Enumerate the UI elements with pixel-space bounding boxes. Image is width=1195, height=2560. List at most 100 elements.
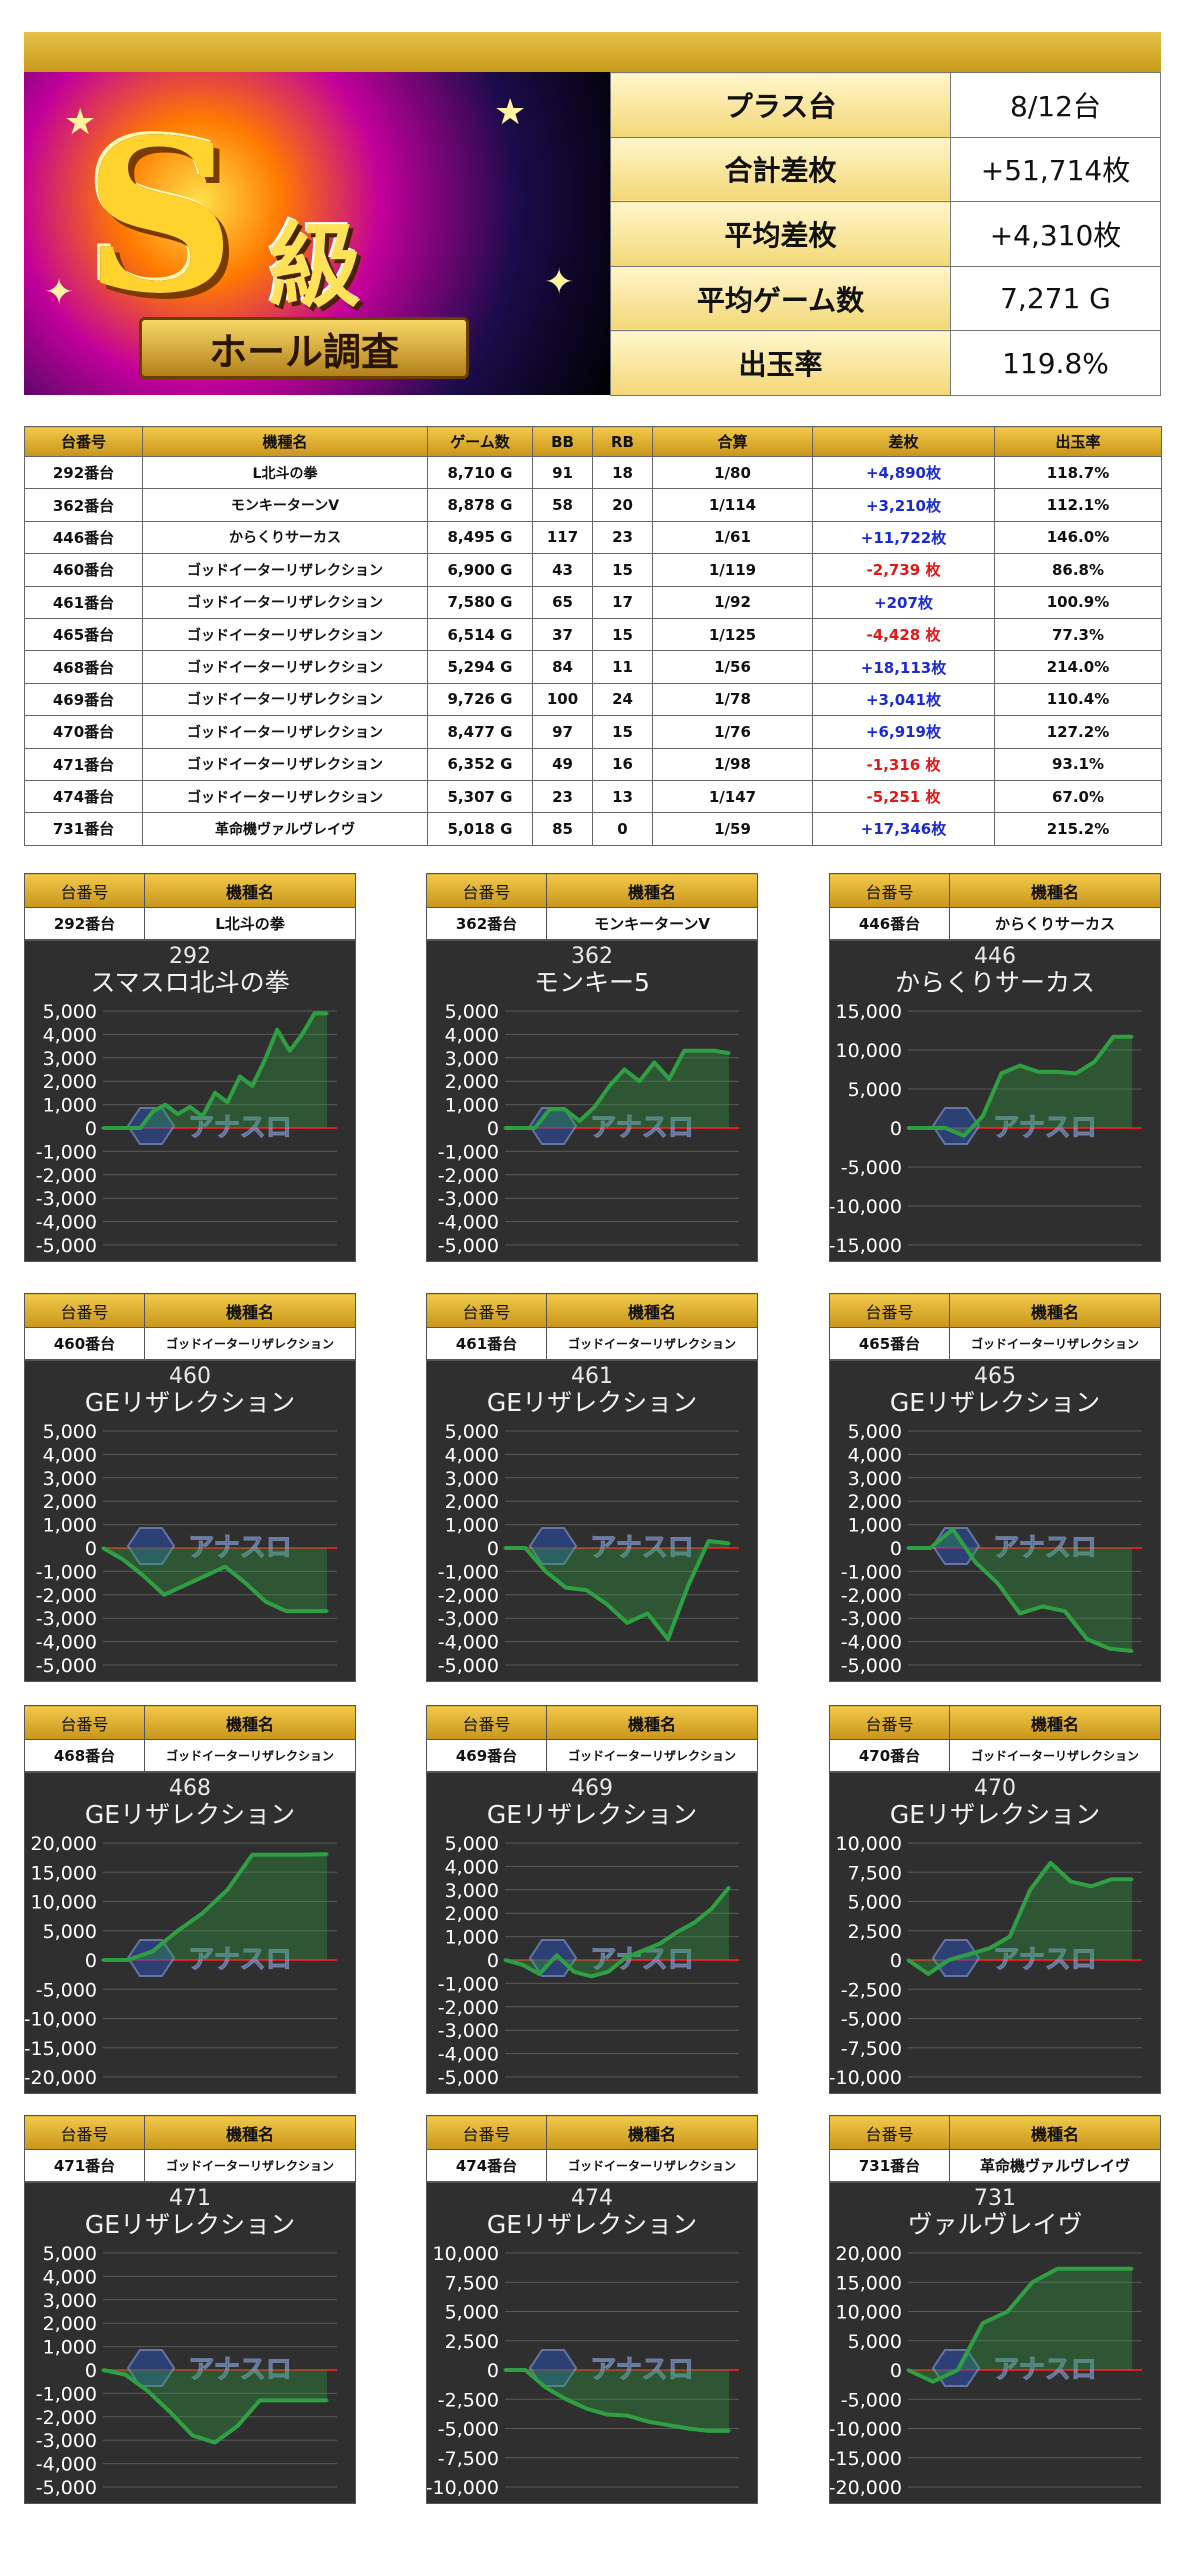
series-area — [908, 2268, 1132, 2382]
data-point — [624, 1956, 628, 1960]
data-point — [1089, 1884, 1093, 1888]
machine-chart-card: 台番号 機種名 468番台 ゴッドイーターリザレクション 468 GEリザレクション 20,… — [24, 1705, 356, 2094]
series-area — [505, 2370, 729, 2431]
series-area — [908, 1036, 1132, 1136]
data-point — [126, 1958, 130, 1962]
y-tick-label: -10,000 — [25, 2009, 97, 2031]
data-point — [275, 1028, 279, 1032]
data-point — [1093, 1060, 1097, 1064]
machine-chart-card: 台番号 機種名 470番台 ゴッドイーターリザレクション 470 GEリザレクション 10,… — [829, 1705, 1161, 2094]
y-tick-label: 4,000 — [43, 2266, 97, 2288]
table-cell: L北斗の拳 — [142, 455, 428, 490]
machine-chart-card: 台番号 機種名 461番台 ゴッドイーターリザレクション 461 GEリザレクション 5,0… — [426, 1293, 758, 1682]
card-machine-name: からくりサーカス — [949, 907, 1161, 940]
data-point — [176, 1929, 180, 1933]
data-point — [201, 1114, 205, 1118]
table-cell: +11,722枚 — [812, 520, 995, 555]
table-cell: 474番台 — [24, 779, 143, 814]
banner-kyu: 級 — [269, 213, 362, 320]
table-row: 460番台 ゴッドイーターリザレクション 6,900 G 43 15 1/119 -2,73… — [24, 553, 1162, 587]
y-tick-label: 4,000 — [43, 1444, 97, 1466]
table-row: 469番台 ゴッドイーターリザレクション 9,726 G 100 24 1/78 +3,04… — [24, 682, 1162, 717]
y-tick-label: -3,000 — [438, 1608, 499, 1630]
machine-chart-card: 台番号 機種名 460番台 ゴッドイーターリザレクション 460 GEリザレクション 5,0… — [24, 1293, 356, 1682]
data-point — [906, 2368, 910, 2372]
card-label-machine-name: 機種名 — [949, 873, 1161, 908]
chart-plot: 470 GEリザレクション 10,000 7,500 5,000 2,500 0 -2,500… — [829, 1772, 1161, 2094]
y-tick-label: 5,000 — [848, 1892, 902, 1914]
data-point — [235, 2424, 239, 2428]
table-cell: 11 — [592, 650, 653, 684]
table-cell: 15 — [592, 553, 653, 587]
summary-value: +51,714枚 — [950, 136, 1161, 203]
card-machine-no: 460番台 — [24, 1327, 145, 1360]
card-header-table: 台番号 機種名 461番台 ゴッドイーターリザレクション — [426, 1293, 758, 1360]
data-point — [213, 2441, 217, 2445]
table-row: 446番台 からくりサーカス 8,495 G 117 23 1/61 +11,722枚 146… — [24, 520, 1162, 555]
series-line — [102, 1546, 327, 1614]
data-point — [727, 1885, 731, 1889]
data-point — [101, 1958, 105, 1962]
table-cell: 100.9% — [994, 585, 1162, 619]
y-tick-label: 0 — [487, 1118, 499, 1140]
y-tick-label: 0 — [890, 1950, 902, 1972]
y-tick-label: 0 — [487, 2360, 499, 2382]
data-point — [544, 1569, 548, 1573]
column-header: BB — [532, 426, 593, 457]
card-label-machine-name: 機種名 — [546, 1293, 758, 1328]
watermark-text: アナスロ — [188, 1113, 291, 1143]
table-cell: 91 — [532, 455, 593, 490]
table-cell: 117 — [532, 520, 593, 555]
star-icon: ✦ — [44, 272, 75, 313]
card-machine-name: ゴッドイーターリザレクション — [144, 2149, 356, 2182]
data-point — [682, 1049, 686, 1053]
data-point — [931, 2380, 935, 2384]
data-point — [188, 1105, 192, 1109]
data-point — [151, 1110, 155, 1114]
card-label-machine-no: 台番号 — [426, 2115, 547, 2150]
table-cell: 8,710 G — [427, 455, 533, 490]
y-tick-label: 2,500 — [848, 1921, 902, 1943]
y-tick-label: 0 — [85, 1118, 97, 1140]
y-tick-label: 5,000 — [848, 1421, 902, 1443]
data-point — [1111, 1035, 1115, 1039]
data-point — [641, 1949, 645, 1953]
data-point — [203, 1574, 207, 1578]
data-point — [264, 1600, 268, 1604]
table-cell: 85 — [532, 812, 593, 846]
chart-title: GEリザレクション — [85, 2210, 295, 2239]
y-tick-label: 1,000 — [848, 1515, 902, 1537]
column-header: ゲーム数 — [427, 426, 533, 457]
y-tick-label: -1,000 — [438, 1973, 499, 1995]
data-point — [686, 1583, 690, 1587]
chart-title: GEリザレクション — [890, 1800, 1100, 1829]
table-cell: 58 — [532, 488, 593, 522]
s-rank-banner: ★ ★ ✦ ✦ S 級 ホール調査 — [24, 72, 610, 395]
series-area — [908, 1529, 1132, 1651]
data-point — [987, 1946, 991, 1950]
data-point — [263, 1058, 267, 1062]
chart-title-number: 468 — [169, 1776, 211, 1801]
card-label-machine-name: 機種名 — [949, 1705, 1161, 1740]
table-cell: 23 — [532, 779, 593, 814]
table-cell: 86.8% — [994, 553, 1162, 587]
table-cell: 461番台 — [24, 585, 143, 619]
table-cell: 362番台 — [24, 488, 143, 522]
y-tick-label: 0 — [890, 1538, 902, 1560]
series-area — [103, 2370, 327, 2443]
chart-title: スマスロ北斗の拳 — [90, 968, 289, 997]
y-tick-label: -5,000 — [36, 1655, 97, 1677]
data-point — [284, 1609, 288, 1613]
watermark-text: アナスロ — [590, 1113, 693, 1143]
machine-chart-card: 台番号 機種名 471番台 ゴッドイーターリザレクション 471 GEリザレクション 5,0… — [24, 2115, 356, 2504]
data-point — [142, 1574, 146, 1578]
data-point — [622, 1068, 626, 1071]
chart-title-number: 292 — [169, 944, 211, 969]
series-line — [103, 1852, 328, 1962]
watermark-hex-icon — [126, 1527, 176, 1565]
data-point — [146, 2389, 150, 2393]
data-point — [606, 1970, 610, 1974]
table-row: 731番台 革命機ヴァルヴレイヴ 5,018 G 85 0 1/59 +17,346枚 215… — [24, 812, 1162, 846]
y-tick-label: 5,000 — [43, 2243, 97, 2265]
